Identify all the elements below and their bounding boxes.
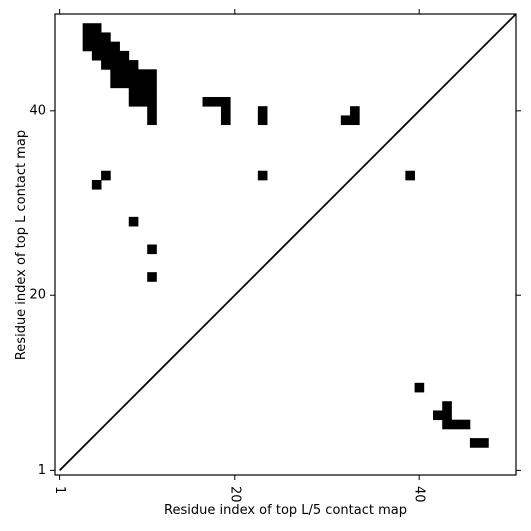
contact-cell-top-l [340,115,351,126]
contact-cell-top-l [220,106,231,116]
contact-cell-top-l5 [433,410,443,421]
contact-cell-top-l5 [414,382,425,393]
contact-cell-top-l [119,60,130,70]
y-tick-label: 40 [29,103,46,118]
diagonal-line [58,13,517,472]
contact-cell-top-l [101,170,111,181]
contact-cell-top-l [91,50,102,61]
contact-cell-top-l [101,60,111,70]
contact-cell-top-l5 [451,419,462,430]
contact-cell-top-l [101,50,111,61]
contact-cell-top-l [101,32,111,43]
contact-cell-top-l [137,96,148,107]
contact-cell-top-l [82,23,93,33]
contact-cell-top-l [82,41,93,52]
contact-cell-top-l [119,78,130,89]
contact-cell-top-l [91,41,102,52]
contact-cell-top-l [101,41,111,52]
contact-cell-top-l [110,50,120,61]
contact-cell-top-l [220,115,231,126]
contact-cell-top-l5 [460,419,471,430]
y-tick-label: 20 [29,288,46,303]
contact-cell-top-l [211,96,222,107]
contact-cell-top-l [147,87,157,98]
contact-cell-top-l [147,106,157,116]
contact-cell-top-l [147,96,157,107]
y-tick-label: 1 [38,463,46,478]
contact-cell-top-l [257,106,268,116]
contact-cell-top-l5 [442,410,452,421]
contact-cell-top-l5 [442,419,452,430]
axis-ticks: 1 20 40 1 20 40 [29,9,521,503]
contact-cell-top-l [110,41,120,52]
contact-cell-top-l [350,106,360,116]
contact-cell-top-l [405,170,415,181]
contact-cell-top-l [119,50,130,61]
contact-cell-top-l [147,78,157,89]
contact-cell-top-l [110,69,120,79]
y-axis-label: Residue index of top L contact map [14,130,29,360]
x-axis-label: Residue index of top L/5 contact map [164,503,407,518]
contact-cell-top-l [147,272,157,282]
contact-cell-top-l [91,32,102,43]
x-tick-label: 40 [412,486,427,503]
contact-cell-top-l [350,115,360,126]
contact-cell-top-l [147,244,157,255]
contact-cell-top-l [91,179,102,190]
contact-cell-top-l [220,96,231,107]
contact-cell-top-l5 [479,438,489,448]
contact-cell-top-l [128,96,139,107]
contact-cell-top-l5 [442,401,452,411]
plot-frame [54,13,517,476]
contact-cell-top-l [147,69,157,79]
contact-cell-top-l [82,32,93,43]
contact-cell-top-l5 [469,438,480,448]
contact-cell-top-l [119,69,130,79]
contact-cell-top-l [128,69,139,79]
contact-cell-top-l [128,87,139,98]
contact-cell-top-l [137,69,148,79]
contact-cell-top-l [147,115,157,126]
contact-cell-top-l [91,23,102,33]
contact-cell-top-l [128,216,139,227]
contact-cell-top-l [128,60,139,70]
contact-cells [82,23,489,448]
contact-cell-top-l [137,78,148,89]
x-tick-label: 20 [227,486,242,503]
contact-cell-top-l [110,60,120,70]
contact-cell-top-l [128,78,139,89]
contact-cell-top-l [137,87,148,98]
contact-cell-top-l [202,96,213,107]
x-tick-label: 1 [52,486,67,494]
contact-cell-top-l [257,170,268,181]
contact-cell-top-l [257,115,268,126]
contact-cell-top-l [110,78,120,89]
